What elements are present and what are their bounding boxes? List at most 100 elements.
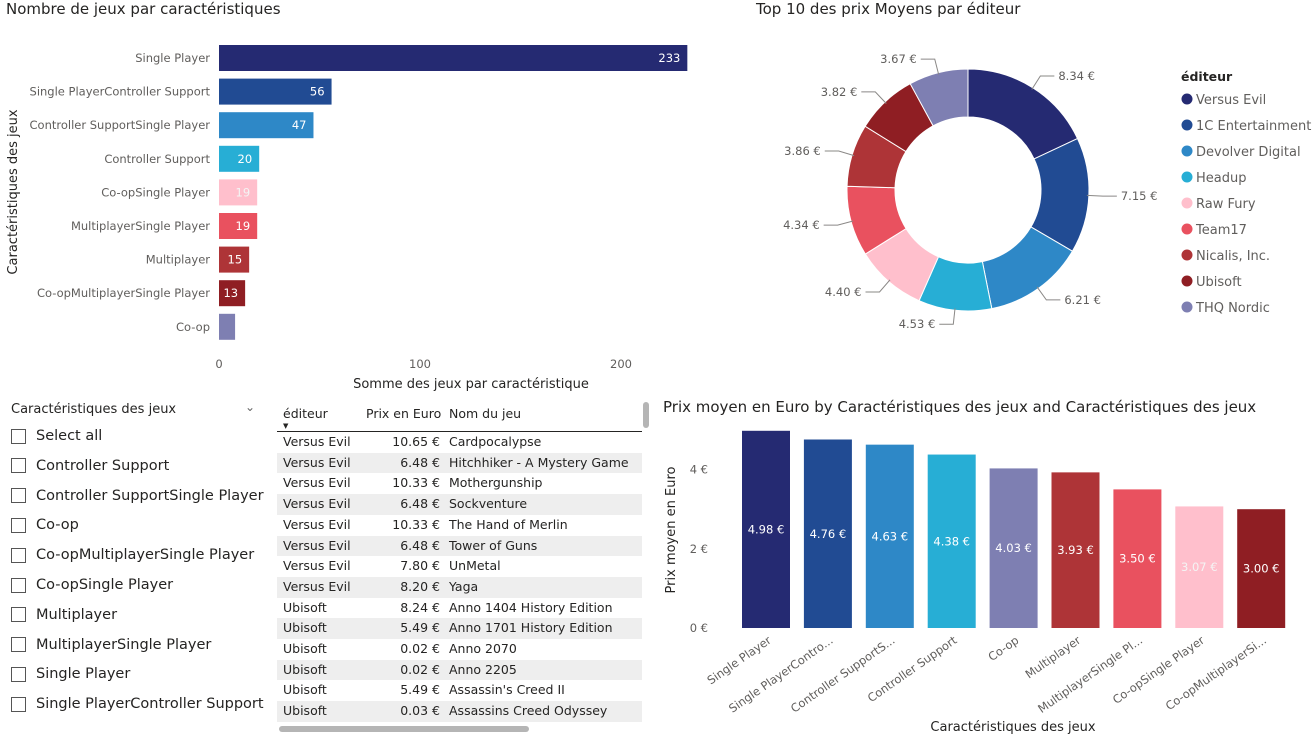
cell-game-name: Cardpocalypse <box>449 434 542 449</box>
slicer-item-select-all-0[interactable]: Select all <box>11 424 102 448</box>
column-data-label: 4.98 € <box>748 522 785 536</box>
bar-co-opmultiplayersingle-player-7[interactable] <box>219 280 246 307</box>
table-row[interactable]: Versus Evil 6.48 € Tower of Guns <box>277 535 642 557</box>
column-header-price[interactable]: Prix en Euro <box>366 406 442 421</box>
slicer-item-multiplayer-6[interactable]: Multiplayer <box>11 603 117 627</box>
legend-item-1c-entertainment-1[interactable]: 1C Entertainment <box>1196 119 1311 134</box>
legend-item-nicalis-inc-6[interactable]: Nicalis, Inc. <box>1196 249 1270 264</box>
column-multiplayer-5[interactable] <box>1051 472 1100 628</box>
checkbox[interactable] <box>11 607 26 623</box>
checkbox[interactable] <box>11 517 26 533</box>
column-multiplayersingle-pl-6[interactable] <box>1113 489 1162 628</box>
column-co-opsingle-player-7[interactable] <box>1175 506 1224 628</box>
column-co-op-4[interactable] <box>989 468 1038 628</box>
bar-controller-supportsingle-player-2[interactable] <box>219 112 314 139</box>
cell-publisher: Versus Evil <box>283 454 351 470</box>
checkbox[interactable] <box>11 637 26 653</box>
cell-publisher: Ubisoft <box>283 641 327 656</box>
column-chart-title: Prix moyen en Euro by Caractéristiques d… <box>663 398 1257 416</box>
cell-price: 0.02 € <box>400 661 440 677</box>
chevron-down-icon[interactable]: ⌄ <box>245 400 256 414</box>
legend-item-versus-evil-0[interactable]: Versus Evil <box>1196 93 1266 108</box>
checkbox[interactable] <box>11 696 26 712</box>
legend-item-team17-5[interactable]: Team17 <box>1195 223 1247 238</box>
bar-data-label: 233 <box>658 51 680 65</box>
legend-item-thq-nordic-8[interactable]: THQ Nordic <box>1195 301 1270 316</box>
checkbox[interactable] <box>11 458 26 474</box>
bar-single-playercontroller-support-1[interactable] <box>219 78 332 105</box>
leader-line <box>1086 194 1117 197</box>
checkbox[interactable] <box>11 577 26 593</box>
table-row[interactable]: Ubisoft 0.03 € Assassins Creed Odyssey <box>277 701 642 722</box>
table-row[interactable]: Versus Evil 6.48 € Sockventure <box>277 494 642 515</box>
legend-item-ubisoft-7[interactable]: Ubisoft <box>1196 275 1242 290</box>
cell-publisher: Ubisoft <box>283 661 327 677</box>
checkbox[interactable] <box>11 488 26 504</box>
donut-slice-thq-nordic-8[interactable] <box>909 68 969 127</box>
donut-data-label: 3.86 € <box>784 144 821 158</box>
bar-co-op-8[interactable] <box>219 313 236 340</box>
column-header-publisher[interactable]: éditeur <box>283 406 328 421</box>
table-row[interactable]: Versus Evil 10.65 € Cardpocalypse <box>277 432 642 453</box>
legend-marker <box>1181 145 1193 157</box>
table-horizontal-scrollbar[interactable] <box>279 726 529 732</box>
table-row[interactable]: Versus Evil 6.48 € Hitchhiker - A Mystery … <box>277 452 642 474</box>
games-per-feature-chart: Caractéristiques des jeux Single Player 23… <box>6 45 688 392</box>
checkbox[interactable] <box>11 666 26 682</box>
cell-price: 6.48 € <box>400 454 440 470</box>
bar-category-label: Co-op <box>176 320 210 334</box>
bar-controller-support-3[interactable] <box>219 145 260 172</box>
bar-single-player-0[interactable] <box>219 45 688 71</box>
table-row[interactable]: Ubisoft 5.49 € Anno 1701 History Edition <box>277 618 642 639</box>
column-controller-support-3[interactable] <box>927 454 976 628</box>
bar-data-label: 13 <box>223 286 238 300</box>
slicer-item-multiplayersingle-player-7[interactable]: MultiplayerSingle Player <box>11 633 211 657</box>
table-row[interactable]: Ubisoft 8.24 € Anno 1404 History Edition <box>277 598 642 619</box>
cell-game-name: Assassin's Creed II <box>449 682 565 698</box>
cell-price: 0.02 € <box>400 641 440 656</box>
slicer-item-co-opsingle-player-5[interactable]: Co-opSingle Player <box>11 573 173 597</box>
bar-co-opsingle-player-4[interactable] <box>219 179 258 206</box>
x-category-label: Controller SupportS... <box>788 633 898 716</box>
cell-publisher: Versus Evil <box>283 516 351 532</box>
legend-item-raw-fury-4[interactable]: Raw Fury <box>1196 197 1256 212</box>
table-row[interactable]: Ubisoft 5.49 € Assassin's Creed II <box>277 680 642 701</box>
slicer-item-co-op-3[interactable]: Co-op <box>11 513 79 537</box>
cell-price: 5.49 € <box>400 620 440 636</box>
cell-price: 10.33 € <box>392 516 440 532</box>
avg-price-by-feature-chart: Prix moyen en Euro 0 € 2 € 4 € 4.98 € Single … <box>664 430 1286 735</box>
column-header-game-name[interactable]: Nom du jeu <box>449 406 522 421</box>
table-row[interactable]: Ubisoft 0.02 € Anno 2070 <box>277 639 642 660</box>
table-row[interactable]: Versus Evil 7.80 € UnMetal <box>277 556 642 577</box>
table-row[interactable]: Versus Evil 10.33 € Mothergunship <box>277 473 642 494</box>
table-row[interactable]: Ubisoft 0.02 € Anno 2205 <box>277 659 642 681</box>
checkbox[interactable] <box>11 428 26 444</box>
table-vertical-scrollbar[interactable] <box>643 402 649 428</box>
column-single-player-0[interactable] <box>742 430 790 628</box>
slicer-item-co-opmultiplayersingle-player-4[interactable]: Co-opMultiplayerSingle Player <box>11 543 254 567</box>
slicer-item-single-player-8[interactable]: Single Player <box>11 662 130 686</box>
bar-data-label: 47 <box>292 118 307 132</box>
donut-data-label: 4.53 € <box>899 317 936 331</box>
legend-marker <box>1181 197 1193 209</box>
x-tick-label: 200 <box>610 357 632 371</box>
bar-multiplayer-6[interactable] <box>219 246 250 273</box>
column-data-label: 4.63 € <box>872 529 909 543</box>
bar-multiplayersingle-player-5[interactable] <box>219 213 258 239</box>
slicer-item-single-playercontroller-support-9[interactable]: Single PlayerController Support <box>11 692 264 716</box>
column-single-playercontro-1[interactable] <box>803 439 852 628</box>
slicer-item-controller-supportsingle-player-2[interactable]: Controller SupportSingle Player <box>11 484 264 508</box>
bar-category-label: Controller Support <box>104 152 210 166</box>
slicer-item-controller-support-1[interactable]: Controller Support <box>11 454 169 478</box>
games-table: éditeur ▼ Prix en Euro Nom du jeu Versus… <box>277 398 651 736</box>
table-row[interactable]: Versus Evil 8.20 € Yaga <box>277 576 642 598</box>
checkbox[interactable] <box>11 547 26 563</box>
slicer-header: Caractéristiques des jeux <box>11 402 177 417</box>
table-row[interactable]: Versus Evil 10.33 € The Hand of Merlin <box>277 515 642 536</box>
y-tick-label: 2 € <box>690 542 708 556</box>
column-controller-supports-2[interactable] <box>865 444 914 628</box>
bar-data-label: 19 <box>236 219 251 233</box>
legend-item-devolver-digital-2[interactable]: Devolver Digital <box>1196 145 1301 160</box>
column-co-opmultiplayersi-8[interactable] <box>1237 509 1286 628</box>
legend-item-headup-3[interactable]: Headup <box>1196 171 1246 186</box>
